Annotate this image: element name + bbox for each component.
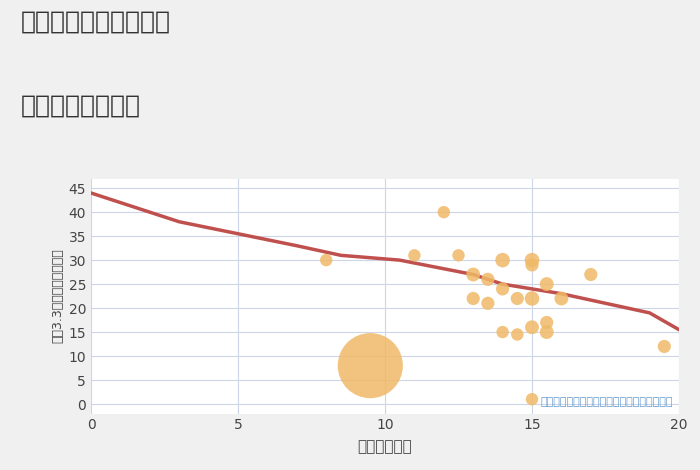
Point: [541, 319, 552, 326]
Point: [468, 295, 479, 302]
Point: [497, 256, 508, 264]
Point: [409, 251, 420, 259]
Point: [321, 256, 332, 264]
Point: [541, 329, 552, 336]
Point: [556, 295, 567, 302]
X-axis label: 駅距離（分）: 駅距離（分）: [358, 439, 412, 454]
Text: 円の大きさは、取引のあった物件面積を示す: 円の大きさは、取引のあった物件面積を示す: [540, 397, 673, 407]
Point: [526, 323, 538, 331]
Point: [482, 275, 493, 283]
Text: 奈良県奈良市敷島町の: 奈良県奈良市敷島町の: [21, 9, 171, 33]
Point: [526, 261, 538, 269]
Text: 駅距離別土地価格: 駅距離別土地価格: [21, 94, 141, 118]
Point: [512, 331, 523, 338]
Point: [526, 256, 538, 264]
Point: [526, 295, 538, 302]
Point: [659, 343, 670, 350]
Point: [497, 285, 508, 293]
Point: [512, 295, 523, 302]
Point: [438, 208, 449, 216]
Point: [526, 395, 538, 403]
Point: [468, 271, 479, 278]
Point: [365, 362, 376, 369]
Y-axis label: 坪（3.3㎡）単価（万円）: 坪（3.3㎡）単価（万円）: [51, 249, 64, 344]
Point: [482, 299, 493, 307]
Point: [453, 251, 464, 259]
Point: [585, 271, 596, 278]
Point: [541, 280, 552, 288]
Point: [497, 329, 508, 336]
